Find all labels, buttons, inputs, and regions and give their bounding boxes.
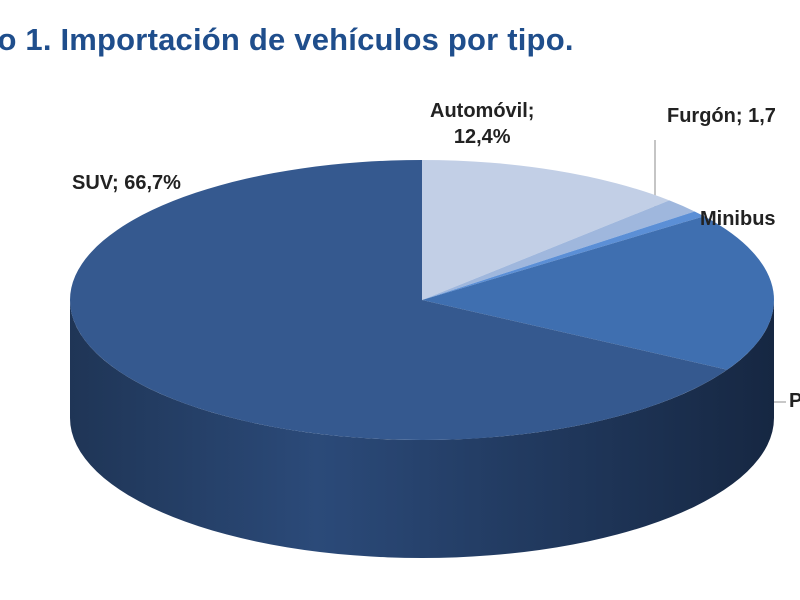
pie-slice-automovil	[422, 160, 670, 300]
label-pickup: P	[789, 390, 800, 412]
label-furgon: Furgón; 1,7	[667, 105, 776, 127]
pie-side-wall	[70, 300, 774, 558]
pie-side-face	[70, 300, 774, 558]
pie-slice-minibus	[422, 211, 705, 300]
chart-title: co 1. Importación de vehículos por tipo.	[0, 22, 574, 57]
label-minibus: Minibus	[700, 208, 776, 230]
label-suv: SUV; 66,7%	[72, 172, 181, 194]
pie-slice-p	[422, 216, 774, 370]
pie-top-face	[70, 160, 774, 440]
pie-slice-furgon	[422, 200, 695, 300]
label-automovil: Automóvil; 12,4%	[430, 100, 535, 148]
pie-slice-suv	[70, 160, 728, 440]
